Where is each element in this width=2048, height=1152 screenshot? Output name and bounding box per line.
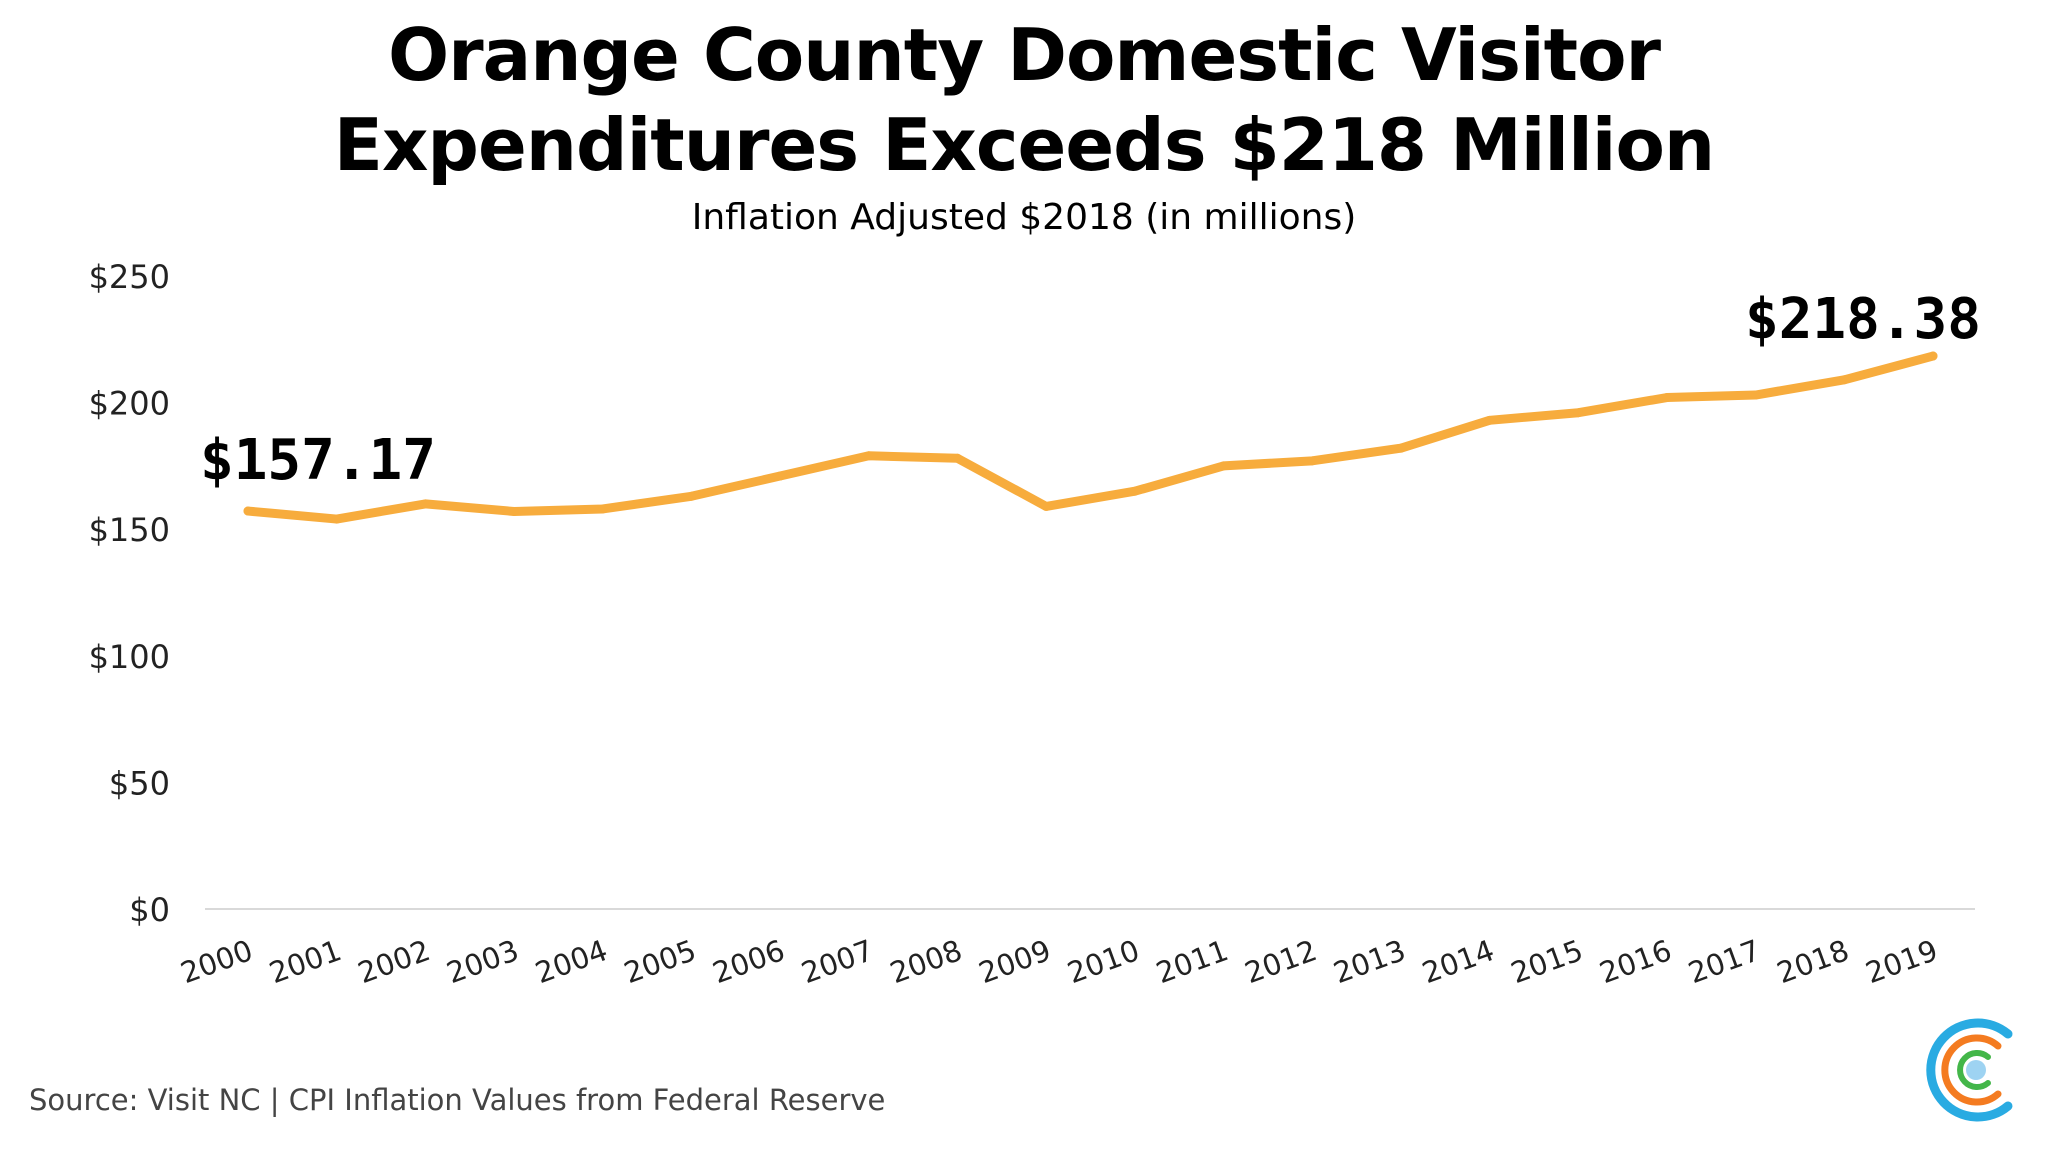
y-tick-label: $250: [89, 258, 170, 296]
chart-title-line-2: Expenditures Exceeds $218 Million: [333, 103, 1715, 187]
chart-subtitle: Inflation Adjusted $2018 (in millions): [691, 197, 1357, 238]
logo-inner-arc: [1957, 1050, 1991, 1090]
x-tick-label: 2012: [1240, 933, 1321, 990]
data-point: [420, 499, 430, 509]
x-tick-label: 2019: [1861, 933, 1942, 990]
source-note: Source: Visit NC | CPI Inflation Values …: [29, 1083, 886, 1117]
logo-outer-arc: [1926, 1018, 2013, 1122]
x-tick-label: 2006: [708, 933, 789, 990]
data-point: [952, 453, 962, 463]
x-tick-label: 2015: [1506, 933, 1587, 990]
x-tick-label: 2008: [886, 933, 967, 990]
logo-middle-arc: [1941, 1034, 2002, 1106]
x-tick-label: 2016: [1595, 933, 1676, 990]
data-point: [243, 506, 253, 516]
series-line: [243, 351, 1938, 524]
circular-c-logo: [1926, 1018, 2013, 1122]
data-point: [1928, 351, 1938, 361]
data-point: [686, 491, 696, 501]
data-point: [1219, 461, 1229, 471]
data-point: [1573, 408, 1583, 418]
data-point: [1396, 443, 1406, 453]
x-tick-label: 2004: [531, 933, 612, 990]
x-tick-label: 2002: [353, 933, 434, 990]
data-point: [1485, 415, 1495, 425]
x-tick-label: 2014: [1418, 933, 1499, 990]
data-point: [1041, 501, 1051, 511]
data-point: [864, 451, 874, 461]
x-tick-label: 2010: [1063, 933, 1144, 990]
chart-title-line-1: Orange County Domestic Visitor: [387, 13, 1661, 97]
y-tick-label: $50: [109, 764, 170, 802]
x-tick-label: 2011: [1152, 933, 1233, 990]
x-tick-label: 2017: [1684, 933, 1765, 990]
y-tick-label: $150: [89, 511, 170, 549]
x-tick-label: 2007: [797, 933, 878, 990]
x-tick-label: 2005: [620, 933, 701, 990]
x-tick-label: 2000: [176, 933, 257, 990]
data-point: [332, 514, 342, 524]
data-point: [1751, 390, 1761, 400]
data-point: [1839, 375, 1849, 385]
x-tick-label: 2009: [974, 933, 1055, 990]
data-label: $157.17: [200, 428, 436, 493]
y-tick-label: $200: [89, 385, 170, 423]
x-tick-label: 2003: [442, 933, 523, 990]
x-tick-label: 2001: [265, 933, 346, 990]
data-point: [1307, 456, 1317, 466]
x-tick-label: 2013: [1329, 933, 1410, 990]
data-point: [1662, 393, 1672, 403]
data-label: $218.38: [1745, 287, 1981, 352]
data-point: [775, 471, 785, 481]
data-point: [598, 504, 608, 514]
logo-center-dot: [1966, 1060, 1986, 1080]
y-tick-label: $100: [89, 638, 170, 676]
y-tick-label: $0: [129, 891, 170, 929]
x-tick-label: 2018: [1772, 933, 1853, 990]
data-point: [1130, 486, 1140, 496]
data-point: [509, 506, 519, 516]
